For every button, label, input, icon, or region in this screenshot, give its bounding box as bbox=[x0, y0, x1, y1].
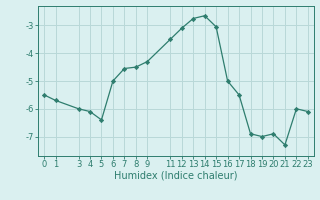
X-axis label: Humidex (Indice chaleur): Humidex (Indice chaleur) bbox=[114, 171, 238, 181]
